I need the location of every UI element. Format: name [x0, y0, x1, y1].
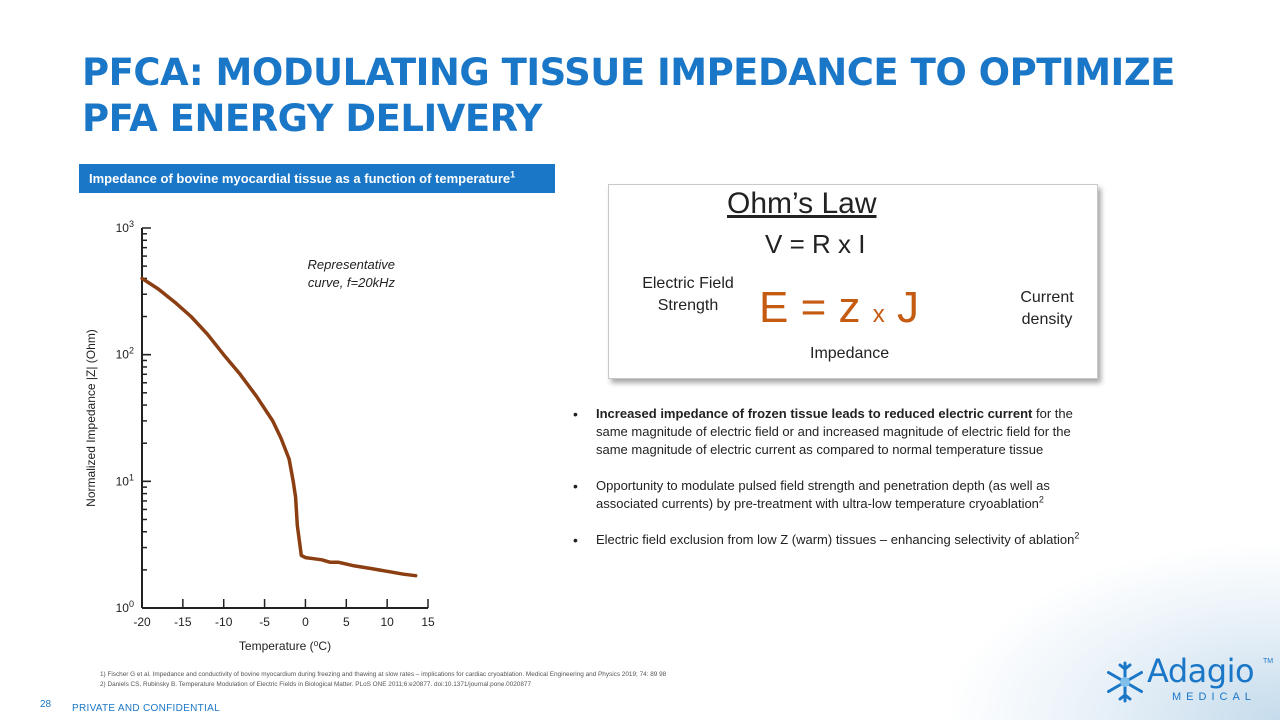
y-tick-label: 102 [116, 346, 134, 362]
confidential-label: PRIVATE AND CONFIDENTIAL [72, 703, 220, 714]
impedance-chart: 100 101 102 103 -20 -15 -10 -5 0 5 10 15 Temperature… [84, 219, 435, 653]
x-tick-label: -10 [215, 615, 233, 629]
page-title-line-2: PFA ENERGY DELIVERY [82, 97, 542, 140]
bullet-bold-text: Increased impedance of frozen tissue lea… [596, 406, 1033, 421]
curve-annotation: Representative [308, 257, 395, 272]
chart-title-banner: Impedance of bovine myocardial tissue as… [79, 164, 555, 193]
chart-title-text: Impedance of bovine myocardial tissue as… [89, 171, 511, 186]
ohms-law-title: Ohm’s Law [727, 187, 877, 220]
impedance-label: Impedance [810, 345, 890, 362]
x-axis-label: Temperature (⁰C) [239, 639, 331, 653]
bullet-item: Opportunity to modulate pulsed field str… [572, 477, 1102, 513]
bullet-list: Increased impedance of frozen tissue lea… [572, 405, 1102, 567]
y-tick-label: 101 [116, 472, 134, 488]
equation-left: E = z [759, 283, 861, 332]
bullet-ref: 2 [1074, 530, 1080, 541]
logo-subtitle: MEDICAL [1172, 691, 1256, 703]
x-tick-label: 10 [380, 615, 394, 629]
bullet-text: Electric field exclusion from low Z (war… [596, 532, 1075, 547]
equation-right: J [896, 283, 919, 332]
y-tick-label: 100 [116, 599, 134, 615]
snowflake-icon [1107, 661, 1143, 703]
current-density-label: Current density [1020, 289, 1074, 328]
bullet-item: Electric field exclusion from low Z (war… [572, 531, 1102, 549]
bullet-item: Increased impedance of frozen tissue lea… [572, 405, 1102, 459]
x-tick-label: 5 [343, 615, 350, 629]
impedance-curve [140, 276, 418, 578]
page-title-line-1: PFCA: MODULATING TISSUE IMPEDANCE TO OPT… [82, 51, 1175, 94]
logo-trademark: TM [1263, 658, 1274, 665]
x-tick-label: 15 [421, 615, 435, 629]
x-tick-label: -15 [174, 615, 192, 629]
logo-wordmark: Adagio [1147, 652, 1255, 690]
electric-field-strength-label: Electric Field Strength [642, 275, 734, 314]
y-axis-label: Normalized Impedance |Z| (Ohm) [84, 329, 98, 507]
references: 1) Fischer G et al. Impedance and conduc… [100, 670, 666, 690]
bullet-text: Opportunity to modulate pulsed field str… [596, 478, 1050, 511]
frost-background [950, 545, 1280, 720]
reference-item: 2) Daniels CS, Rubinsky B. Temperature M… [100, 681, 532, 688]
bullet-ref: 2 [1038, 494, 1044, 505]
page-title: PFCA: MODULATING TISSUE IMPEDANCE TO OPT… [82, 50, 1202, 142]
reference-item: 1) Fischer G et al. Impedance and conduc… [100, 671, 667, 678]
x-tick-label: -20 [133, 615, 151, 629]
y-tick-label: 103 [116, 219, 134, 235]
bullet-text: for the same magnitude of electric field… [596, 406, 1073, 457]
x-tick-label: -5 [259, 615, 270, 629]
ohms-law-box: Ohm’s Law V = R x I Electric Field Stren… [608, 184, 1098, 379]
ohms-law-formula: V = R x I [765, 229, 866, 259]
adagio-logo: Adagio TM MEDICAL [1103, 652, 1275, 716]
page-number: 28 [40, 699, 52, 710]
chart-title-ref: 1 [510, 169, 516, 180]
ohms-law-equation: E = z x J [759, 283, 919, 333]
curve-annotation: curve, f=20kHz [308, 275, 396, 290]
equation-multiply: x [872, 301, 885, 328]
x-tick-label: 0 [302, 615, 309, 629]
